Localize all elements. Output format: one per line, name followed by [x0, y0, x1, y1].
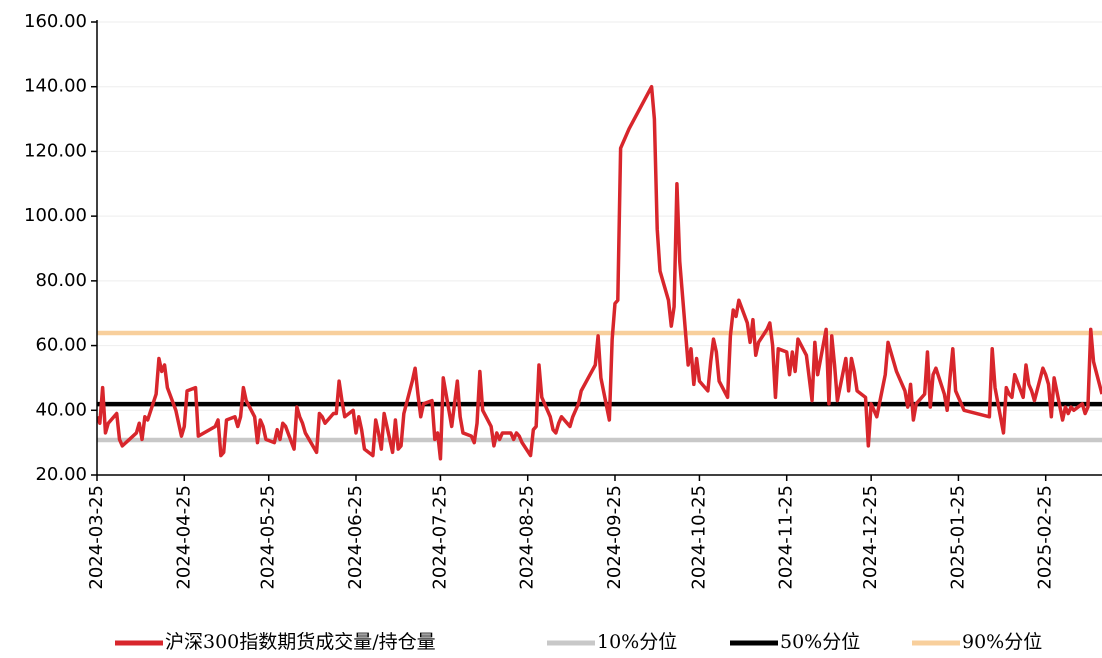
- x-tick-label: 2024-10-25: [688, 485, 709, 590]
- legend: 沪深300指数期货成交量/持仓量 10%分位 50%分位 90%分位: [115, 631, 1042, 653]
- x-tick-label: 2024-07-25: [429, 485, 450, 590]
- x-tick-label: 2024-05-25: [258, 485, 279, 590]
- x-tick-label: 2024-12-25: [860, 485, 881, 590]
- data-line: [97, 84, 1102, 461]
- x-tick-label: 2024-06-25: [345, 485, 366, 590]
- x-tick-label: 2024-04-25: [173, 485, 194, 590]
- y-tick-label: 40.00: [35, 399, 87, 420]
- x-tick-label: 2024-11-25: [776, 485, 797, 590]
- y-tick-label: 140.00: [24, 76, 87, 97]
- legend-label: 50%分位: [780, 631, 860, 653]
- x-tick-label: 2024-03-25: [86, 485, 107, 590]
- y-tick-label: 20.00: [35, 464, 87, 485]
- series: [97, 84, 1102, 461]
- y-tick-label: 60.00: [35, 335, 87, 356]
- axes: 20.00 40.00 60.00 80.00 100.00 120.00 140.00 16…: [24, 11, 1102, 590]
- legend-label: 10%分位: [597, 631, 677, 653]
- x-tick-label: 2025-01-25: [947, 485, 968, 590]
- x-tick-label: 2024-09-25: [604, 485, 625, 590]
- x-tick-label: 2024-08-25: [517, 485, 538, 590]
- y-tick-label: 160.00: [24, 11, 87, 32]
- legend-label: 沪深300指数期货成交量/持仓量: [165, 631, 436, 653]
- x-tick-label: 2025-02-25: [1035, 485, 1056, 590]
- y-tick-label: 80.00: [35, 270, 87, 291]
- y-tick-label: 100.00: [24, 205, 87, 226]
- y-tick-label: 120.00: [24, 140, 87, 161]
- legend-label: 90%分位: [962, 631, 1042, 653]
